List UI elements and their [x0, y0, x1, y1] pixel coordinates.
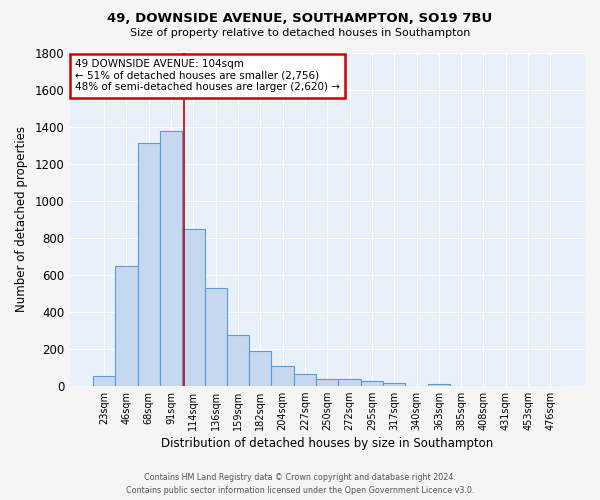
Bar — [182, 230, 205, 386]
Y-axis label: Number of detached properties: Number of detached properties — [15, 126, 28, 312]
Bar — [383, 384, 406, 386]
Bar — [249, 352, 271, 386]
Bar — [115, 266, 137, 386]
Bar — [271, 366, 294, 386]
Bar — [227, 335, 249, 386]
Text: Contains HM Land Registry data © Crown copyright and database right 2024.
Contai: Contains HM Land Registry data © Crown c… — [126, 474, 474, 495]
Bar — [338, 379, 361, 386]
Bar — [361, 381, 383, 386]
Bar — [160, 131, 182, 386]
Bar — [294, 374, 316, 386]
Bar — [93, 376, 115, 386]
Text: 49, DOWNSIDE AVENUE, SOUTHAMPTON, SO19 7BU: 49, DOWNSIDE AVENUE, SOUTHAMPTON, SO19 7… — [107, 12, 493, 26]
Bar — [316, 379, 338, 386]
Text: Size of property relative to detached houses in Southampton: Size of property relative to detached ho… — [130, 28, 470, 38]
Bar — [428, 384, 450, 386]
X-axis label: Distribution of detached houses by size in Southampton: Distribution of detached houses by size … — [161, 437, 493, 450]
Text: 49 DOWNSIDE AVENUE: 104sqm
← 51% of detached houses are smaller (2,756)
48% of s: 49 DOWNSIDE AVENUE: 104sqm ← 51% of deta… — [75, 59, 340, 92]
Bar — [137, 143, 160, 386]
Bar — [205, 288, 227, 386]
